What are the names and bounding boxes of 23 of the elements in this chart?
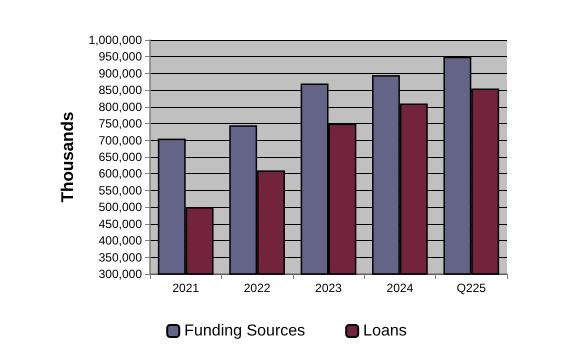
x-tick-label: 2021 [172,281,200,295]
y-tick-label: 500,000 [98,200,142,214]
y-tick-label: 700,000 [98,133,142,148]
y-tick-label: 400,000 [98,234,142,248]
y-axis-title: Thousands [58,112,77,202]
x-tick-label: 2022 [244,281,271,295]
x-tick-label: 2023 [315,281,342,295]
y-tick-label: 950,000 [98,50,142,64]
y-tick-label: 650,000 [98,150,142,164]
y-tick-label: 1,000,000 [88,33,142,47]
x-tick-label: 2024 [386,281,414,295]
y-tick-label: 750,000 [98,116,142,131]
y-tick-label: 550,000 [98,183,142,198]
y-tick-label: 450,000 [98,216,142,231]
y-tick-label: 900,000 [98,66,142,80]
legend-label: Loans [363,322,407,340]
x-tick-label: Q225 [456,281,486,295]
y-tick-label: 300,000 [98,267,142,281]
y-tick-label: 350,000 [98,250,142,264]
legend-label: Funding Sources [184,322,306,340]
y-tick-label: 600,000 [98,166,142,181]
y-tick-label: 800,000 [98,100,142,114]
y-tick-label: 850,000 [98,83,142,98]
